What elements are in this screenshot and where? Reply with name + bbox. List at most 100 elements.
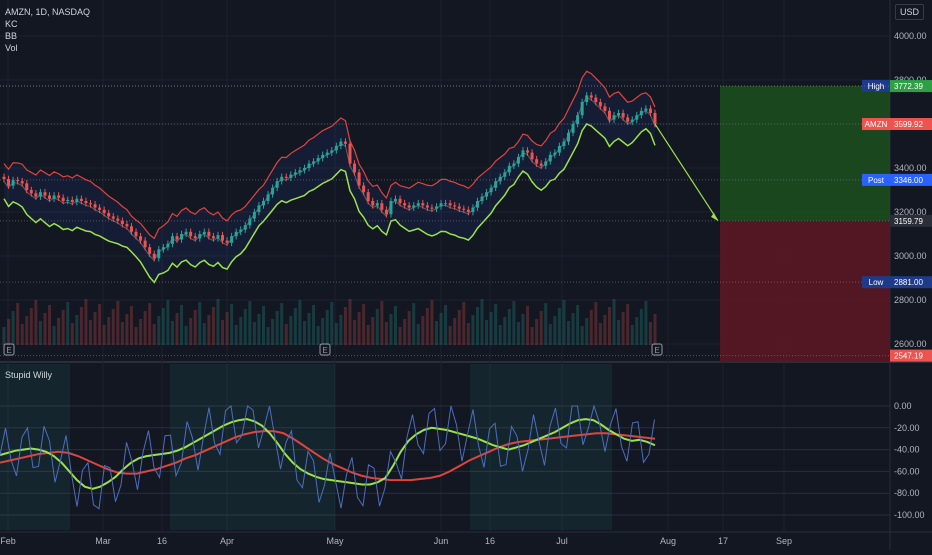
volume-bar: [107, 317, 111, 345]
price-tag-value: 2547.19: [894, 352, 923, 361]
time-tick-label: May: [326, 536, 344, 546]
price-tag-bg: [890, 276, 932, 289]
volume-bar: [84, 299, 88, 345]
volume-bar: [343, 307, 347, 345]
volume-bar: [585, 318, 589, 345]
volume-bar: [357, 312, 361, 345]
volume-bar: [648, 322, 652, 345]
volume-bar: [134, 327, 138, 345]
time-tick-label: Aug: [660, 536, 676, 546]
candle-body: [302, 168, 306, 171]
volume-bar: [129, 306, 133, 345]
candle-body: [453, 205, 457, 207]
candle-body: [7, 179, 11, 186]
volume-bar: [93, 312, 97, 345]
volume-bar: [639, 309, 643, 345]
volume-bar: [157, 316, 161, 345]
candle-body: [617, 113, 621, 116]
price-tick-label: 2600.00: [894, 339, 927, 349]
indicator-vol[interactable]: Vol: [5, 43, 18, 53]
volume-bar: [216, 299, 220, 345]
symbol-label[interactable]: AMZN, 1D, NASDAQ: [5, 7, 91, 17]
candle-body: [394, 198, 398, 201]
volume-bar: [512, 301, 516, 345]
candle-body: [312, 161, 316, 164]
osc-tick-label: -40.00: [894, 445, 920, 455]
candle-body: [20, 181, 24, 184]
candle-body: [457, 206, 461, 209]
indicator-kc[interactable]: KC: [5, 19, 18, 29]
volume-bar: [580, 326, 584, 345]
volume-bar: [448, 326, 452, 345]
candle-body: [430, 207, 434, 209]
candle-body: [530, 152, 534, 160]
candle-body: [316, 158, 320, 162]
volume-bar: [170, 321, 174, 345]
candle-body: [339, 141, 343, 146]
candle-body: [567, 132, 571, 142]
price-tag-name: AMZN: [865, 120, 888, 129]
earnings-marker: [3, 343, 15, 356]
oscillator-legend: Stupid Willy: [5, 369, 52, 381]
volume-bar: [261, 306, 265, 345]
volume-bar: [7, 319, 11, 345]
indicator-bb[interactable]: BB: [5, 31, 18, 41]
volume-bar: [284, 324, 288, 345]
bollinger-fill: [4, 71, 655, 283]
candle-body: [234, 231, 238, 237]
candle-body: [539, 163, 543, 166]
candle-body: [189, 231, 193, 237]
volume-bar: [589, 310, 593, 345]
volume-bar: [535, 319, 539, 345]
candle-body: [325, 152, 329, 155]
volume-bar: [70, 323, 74, 345]
candle-body: [357, 172, 361, 186]
candle-body: [648, 108, 652, 113]
candle-body: [526, 150, 530, 153]
candle-body: [512, 163, 516, 166]
volume-bar: [2, 327, 6, 345]
volume-bar: [389, 314, 393, 345]
volume-bar: [398, 327, 402, 345]
candle-body: [275, 181, 279, 188]
candle-body: [621, 113, 625, 118]
candle-body: [2, 176, 6, 179]
currency-button[interactable]: USD: [894, 4, 924, 20]
candle-body: [362, 185, 366, 193]
volume-bar: [198, 302, 202, 345]
volume-bar: [211, 307, 215, 345]
volume-bar: [166, 300, 170, 345]
candle-body: [139, 236, 143, 241]
volume-bar: [567, 321, 571, 345]
volume-bar: [66, 302, 70, 345]
candle-body: [198, 234, 202, 239]
price-tag-bg: [890, 173, 932, 186]
volume-bar: [243, 309, 247, 345]
price-tick-label: 3000.00: [894, 251, 927, 261]
volume-bar: [75, 315, 79, 345]
volume-bar: [175, 313, 179, 345]
osc-shaded-region: [0, 364, 70, 530]
volume-bar: [571, 313, 575, 345]
candle-body: [507, 165, 511, 173]
volume-bar: [221, 320, 225, 345]
candle-body: [334, 146, 338, 151]
volume-bar: [116, 301, 120, 345]
volume-bar: [302, 321, 306, 345]
volume-bar: [439, 313, 443, 345]
volume-bar: [289, 316, 293, 345]
candle-body: [271, 187, 275, 195]
candle-body: [266, 194, 270, 201]
candle-body: [107, 213, 111, 217]
candle-body: [516, 157, 520, 164]
candle-body: [120, 220, 124, 225]
candle-body: [175, 236, 179, 240]
volume-bar: [598, 323, 602, 345]
price-tag-value: 2881.00: [894, 278, 923, 287]
osc-tick-label: -60.00: [894, 466, 920, 476]
candle-body: [353, 163, 357, 173]
price-tag-name-bg: [862, 173, 890, 186]
candle-body: [79, 198, 83, 201]
oscillator-title[interactable]: Stupid Willy: [5, 370, 53, 380]
